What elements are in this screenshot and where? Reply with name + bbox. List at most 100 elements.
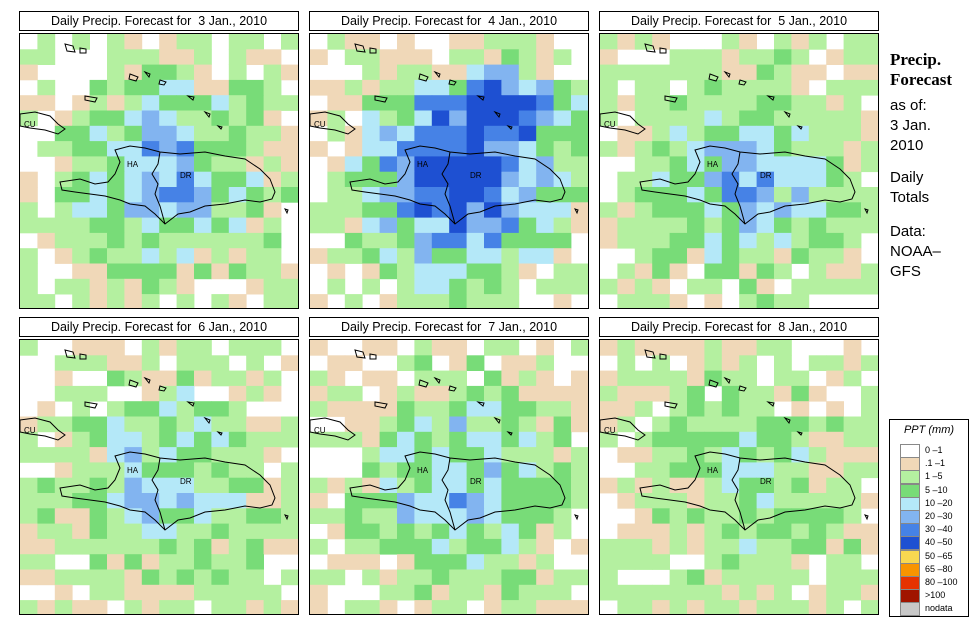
precip-cell (791, 294, 810, 308)
precip-cell (704, 355, 723, 371)
haiti-dr-border (151, 151, 166, 225)
precip-cell (466, 187, 485, 203)
precip-cell (176, 278, 195, 295)
precip-cell (397, 477, 415, 494)
precip-cell (228, 431, 247, 448)
precip-cell (107, 523, 125, 540)
haiti-dr-border (731, 457, 746, 531)
precip-cell (634, 554, 653, 570)
precip-cell (617, 263, 636, 280)
island-outline (186, 401, 195, 407)
precip-cell (344, 554, 363, 570)
precip-cell (327, 263, 346, 280)
precip-cell (414, 508, 433, 524)
island-outline (186, 95, 195, 101)
precip-cell (362, 141, 380, 157)
precip-cell (704, 340, 723, 356)
precip-cell (379, 49, 398, 65)
label-cu: CU (604, 120, 616, 129)
precip-cell (414, 294, 433, 308)
precip-cell (54, 538, 73, 555)
precip-cell (228, 95, 247, 111)
precip-cell (704, 110, 723, 127)
precip-cell (327, 477, 346, 494)
precip-cell (431, 523, 450, 540)
precip-cell (721, 49, 740, 65)
precip-cell (721, 217, 740, 234)
precip-cell (344, 202, 363, 218)
precip-cell (600, 217, 618, 234)
precip-cell (536, 401, 554, 417)
precip-cell (826, 600, 844, 614)
precip-cell (414, 538, 433, 555)
precip-cell (617, 64, 636, 81)
precip-cell (263, 248, 282, 264)
precip-cell (194, 416, 212, 433)
precip-cell (431, 171, 450, 188)
precip-cell (124, 493, 143, 509)
precip-cell (553, 431, 572, 448)
precip-cell (246, 523, 264, 540)
precip-cell (159, 477, 177, 494)
precip-cell (228, 477, 247, 494)
precip-cell (617, 554, 636, 570)
precip-cell (141, 477, 160, 494)
precip-cell (466, 278, 485, 295)
precip-cell (310, 217, 328, 234)
precip-cell (484, 141, 502, 157)
precip-cell (687, 248, 705, 264)
precip-cell (379, 340, 398, 356)
precip-cell (124, 538, 143, 555)
island-outline (574, 514, 579, 521)
precip-cell (89, 569, 108, 586)
precip-cell (310, 202, 328, 218)
precip-cell (843, 278, 862, 295)
precip-cell (791, 217, 810, 234)
precip-cell (176, 232, 195, 249)
precip-cell (37, 401, 56, 417)
legend-label: >100 (925, 590, 946, 601)
precip-cell (310, 110, 328, 127)
precip-cell (518, 49, 537, 65)
precip-cell (159, 569, 177, 586)
island-outline (284, 208, 289, 215)
precip-cell (72, 493, 90, 509)
precip-cell (617, 294, 636, 308)
precip-cell (739, 462, 757, 479)
island-outline (723, 376, 731, 385)
precip-cell (634, 217, 653, 234)
precip-cell (669, 447, 688, 463)
precip-cell (739, 141, 757, 157)
precip-cell (861, 141, 878, 157)
precip-cell (246, 477, 264, 494)
precip-cell (756, 600, 775, 614)
precip-cell (843, 416, 862, 433)
precip-cell (466, 232, 485, 249)
precip-cell (20, 110, 38, 127)
precip-cell (704, 49, 723, 65)
precip-cell (600, 569, 618, 586)
precip-cell (141, 340, 160, 356)
precip-cell (652, 125, 670, 142)
precip-cell (826, 217, 844, 234)
precip-cell (652, 95, 670, 111)
precip-cell (774, 95, 792, 111)
precip-cell (721, 477, 740, 494)
precip-cell (176, 294, 195, 308)
precip-cell (501, 355, 520, 371)
precip-cell (141, 523, 160, 540)
precip-cell (739, 600, 757, 614)
hispaniola-coastline (349, 145, 566, 225)
precip-cell (20, 447, 38, 463)
precip-cell (617, 385, 636, 402)
precip-cell (826, 248, 844, 264)
precip-map: CU HA DR (19, 339, 299, 615)
precip-cell (484, 508, 502, 524)
precip-cell (194, 141, 212, 157)
precip-cell (808, 110, 827, 127)
precip-cell (211, 538, 230, 555)
precip-cell (843, 263, 862, 280)
precip-cell (669, 477, 688, 494)
precip-cell (228, 64, 247, 81)
precip-cell (327, 95, 346, 111)
